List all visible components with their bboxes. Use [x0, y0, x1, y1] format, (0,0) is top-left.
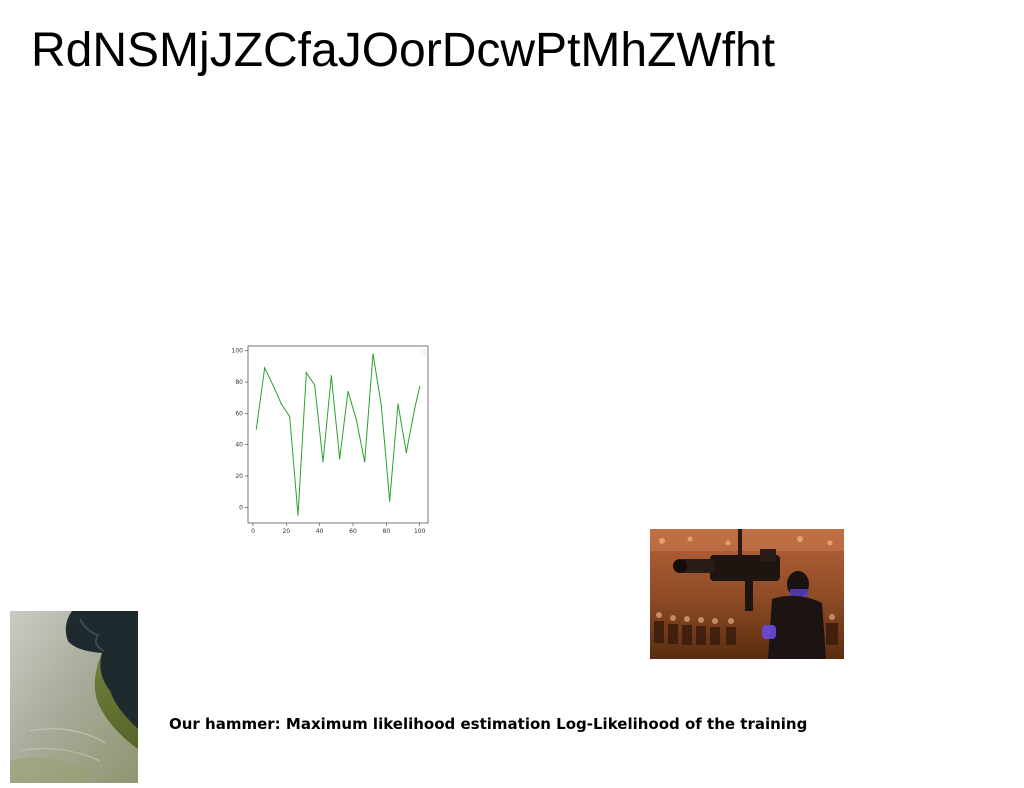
data-point	[364, 461, 366, 463]
data-point	[264, 367, 266, 369]
data-point	[272, 384, 274, 386]
data-point	[372, 353, 374, 355]
x-tick-label: 20	[283, 528, 291, 535]
x-tick-label: 100	[414, 528, 426, 535]
shore-photo-svg	[10, 611, 138, 783]
x-tick-label: 80	[383, 528, 391, 535]
slide-caption: Our hammer: Maximum likelihood estimatio…	[169, 715, 808, 733]
chart-axes-frame	[247, 345, 429, 524]
data-point	[355, 419, 357, 421]
x-tick-label: 60	[349, 528, 357, 535]
x-tick-label: 40	[316, 528, 324, 535]
data-point	[397, 403, 399, 405]
data-point	[419, 386, 421, 388]
data-point	[289, 415, 291, 418]
rocky-shoreline-photo	[10, 611, 138, 783]
data-point	[322, 461, 324, 463]
line-chart: 0 20 40 60 80 100 0 20 40 60 80 100	[225, 340, 435, 540]
data-point	[414, 408, 416, 410]
data-point	[280, 403, 282, 405]
data-point	[255, 428, 257, 430]
y-tick-label: 0	[239, 504, 243, 511]
data-point	[389, 500, 391, 502]
data-point	[330, 375, 332, 377]
slide-title: RdNSMjJZCfaJOorDcwPtMhZWfht	[31, 24, 776, 77]
data-point	[339, 458, 341, 460]
series-line-0	[255, 353, 421, 516]
y-axis-ticks: 0 20 40 60 80 100	[232, 348, 248, 511]
y-tick-label: 100	[232, 348, 244, 355]
data-point	[297, 514, 299, 516]
line-chart-svg: 0 20 40 60 80 100 0 20 40 60 80 100	[232, 345, 429, 535]
data-point	[305, 372, 307, 374]
y-tick-label: 80	[235, 379, 243, 386]
series-layer	[255, 353, 421, 516]
y-tick-label: 60	[235, 410, 243, 417]
data-point	[347, 390, 349, 393]
legend-box	[420, 349, 426, 355]
camera-operator-photo	[650, 529, 844, 659]
data-point	[380, 404, 382, 407]
y-tick-label: 20	[235, 473, 243, 480]
data-point	[405, 451, 407, 454]
data-point	[314, 384, 316, 386]
x-axis-ticks: 0 20 40 60 80 100	[251, 523, 426, 535]
y-tick-label: 40	[235, 442, 243, 449]
x-tick-label: 0	[251, 528, 255, 535]
camera-photo-svg	[650, 529, 844, 659]
